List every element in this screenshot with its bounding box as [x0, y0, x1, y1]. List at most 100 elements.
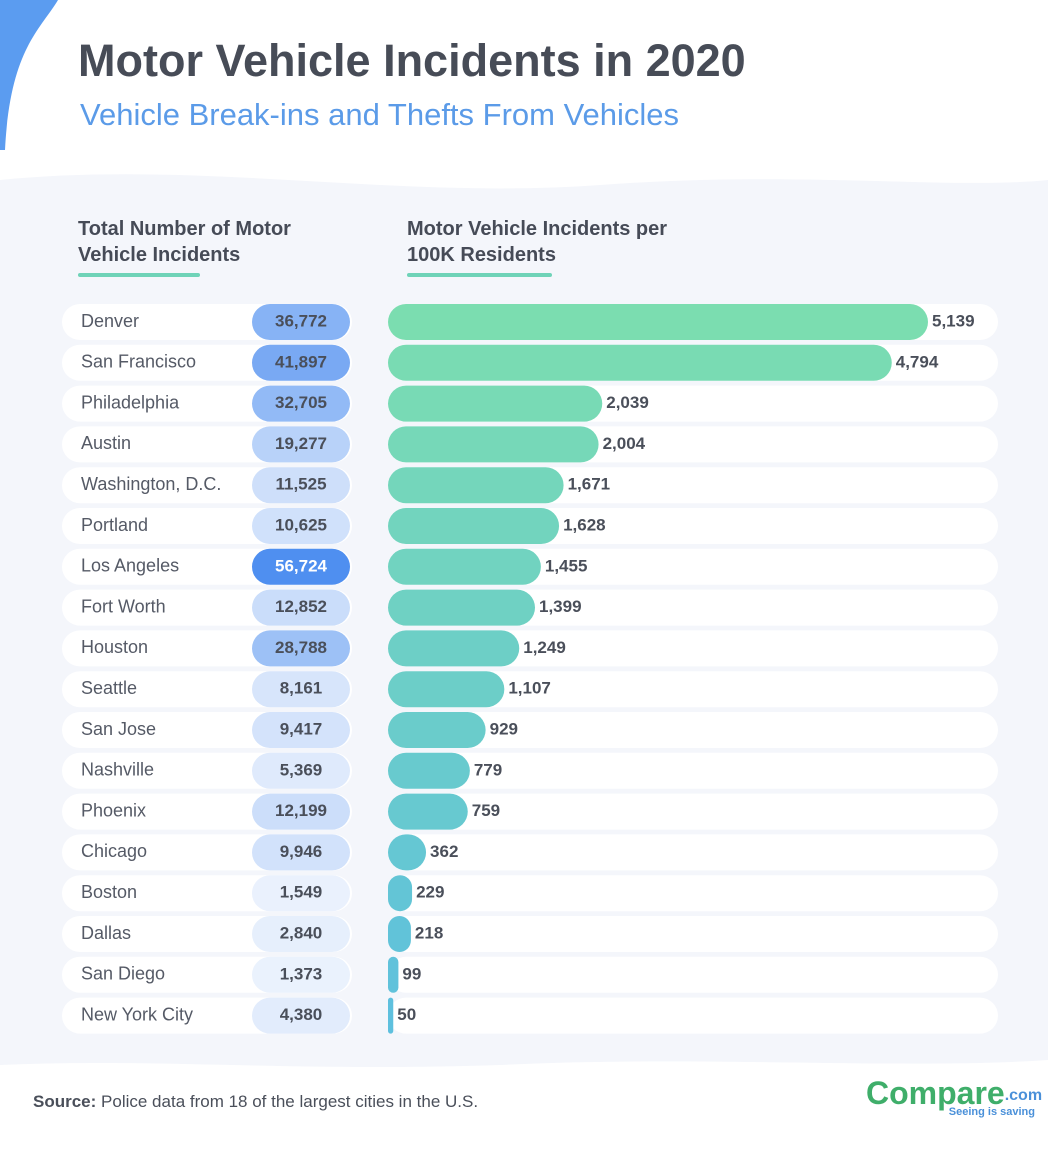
bar [388, 304, 928, 340]
row-bg [388, 916, 998, 952]
total-pill [252, 385, 350, 422]
total-pill [252, 997, 350, 1034]
column-header: Total Number of Motor Vehicle Incidents [78, 218, 291, 266]
total-pill [252, 916, 350, 952]
row-bg [388, 956, 998, 993]
total-pill [252, 956, 350, 993]
total-label: 41,897 [275, 352, 327, 371]
value-label: 229 [416, 883, 444, 902]
value-label: 1,249 [523, 638, 566, 657]
value-label: 1,671 [568, 475, 611, 494]
bar [388, 385, 603, 422]
logo: Compare.com [866, 1075, 1042, 1111]
total-label: 5,369 [280, 760, 323, 779]
total-label: 2,840 [280, 923, 323, 942]
total-pill [252, 752, 350, 789]
category-label: Washington, D.C. [81, 474, 221, 494]
value-label: 99 [402, 964, 421, 983]
category-label: Seattle [81, 678, 137, 698]
total-label: 28,788 [275, 638, 327, 657]
row-bg [388, 712, 998, 748]
bar [388, 997, 394, 1034]
row-bg [388, 548, 998, 585]
total-pill [252, 508, 350, 544]
total-label: 1,373 [280, 964, 323, 983]
value-label: 2,039 [606, 393, 649, 412]
header-underline [78, 273, 200, 277]
category-label: New York City [81, 1004, 193, 1024]
bar [388, 956, 399, 993]
source-label: Source: [33, 1092, 96, 1111]
chart-title: Motor Vehicle Incidents in 2020 [78, 35, 746, 86]
bar [388, 630, 520, 667]
total-label: 56,724 [275, 556, 328, 575]
category-label: Portland [81, 515, 148, 535]
logo-name: Compare [866, 1075, 1005, 1111]
bar [388, 589, 536, 626]
total-label: 1,549 [280, 883, 323, 902]
total-label: 36,772 [275, 311, 327, 330]
total-label: 9,946 [280, 842, 323, 861]
bar [388, 548, 541, 585]
bar [388, 752, 470, 789]
bar [388, 508, 560, 544]
row-bg [388, 752, 998, 789]
total-label: 9,417 [280, 719, 323, 738]
bar [388, 916, 411, 952]
total-pill [252, 344, 350, 381]
category-label: Denver [81, 311, 139, 331]
category-label: Phoenix [81, 800, 146, 820]
total-pill [252, 630, 350, 667]
logo-tagline: Seeing is saving [949, 1106, 1035, 1118]
bar [388, 671, 505, 708]
value-label: 50 [397, 1005, 416, 1024]
bar [388, 834, 427, 871]
value-label: 4,794 [896, 352, 939, 371]
logo-suffix: .com [1005, 1087, 1042, 1104]
category-label: Houston [81, 637, 148, 657]
value-label: 362 [430, 842, 458, 861]
row-bg [388, 997, 998, 1034]
category-label: Philadelphia [81, 392, 180, 412]
total-pill [252, 548, 350, 585]
total-pill [252, 793, 350, 830]
total-pill [252, 589, 350, 626]
total-label: 4,380 [280, 1005, 323, 1024]
header-underline [407, 273, 552, 277]
row-bg [388, 834, 998, 871]
row-bg [388, 793, 998, 830]
category-label: San Francisco [81, 352, 196, 372]
value-label: 218 [415, 923, 443, 942]
category-label: Austin [81, 433, 131, 453]
value-label: 1,399 [539, 597, 582, 616]
total-pill [252, 834, 350, 871]
source-text: Police data from 18 of the largest citie… [101, 1092, 478, 1111]
total-label: 10,625 [275, 515, 327, 534]
total-label: 19,277 [275, 434, 327, 453]
row-bg [388, 589, 998, 626]
total-pill [252, 467, 350, 504]
category-label: Los Angeles [81, 556, 179, 576]
category-label: Nashville [81, 760, 154, 780]
corner-shape [0, 0, 58, 150]
total-pill [252, 671, 350, 708]
row-bg [388, 875, 998, 912]
category-label: Boston [81, 882, 137, 902]
value-label: 1,107 [508, 679, 551, 698]
category-label: Chicago [81, 841, 147, 861]
row-bg [388, 671, 998, 708]
value-label: 2,004 [603, 434, 646, 453]
source: Source: Police data from 18 of the large… [33, 1092, 478, 1111]
row-bg [388, 630, 998, 667]
bar [388, 467, 564, 504]
total-pill [252, 304, 350, 340]
category-label: Dallas [81, 923, 131, 943]
total-label: 32,705 [275, 393, 327, 412]
value-label: 1,628 [563, 515, 606, 534]
bar [388, 344, 892, 381]
total-label: 12,199 [275, 801, 327, 820]
value-label: 929 [490, 719, 518, 738]
total-label: 12,852 [275, 597, 327, 616]
